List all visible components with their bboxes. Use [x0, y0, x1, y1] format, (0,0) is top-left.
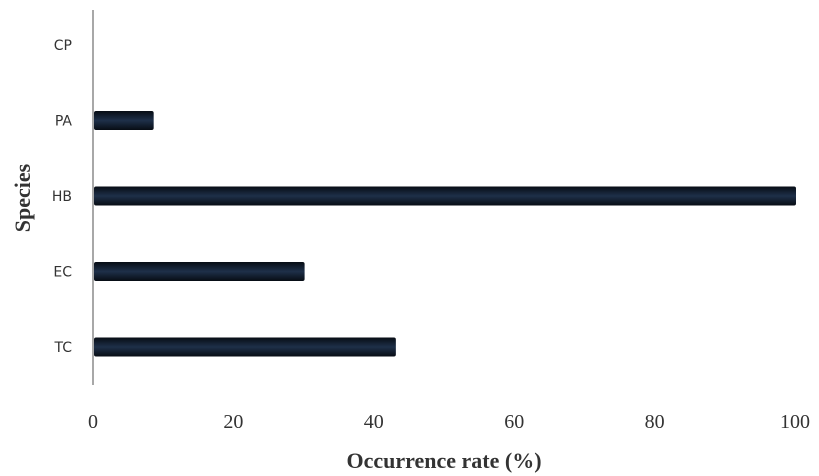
x-tick-labels: 0 20 40 60 80 100: [88, 411, 810, 433]
x-tick-label-60: 60: [504, 411, 524, 433]
bars-layer: [94, 111, 796, 357]
category-label-cp: CP: [54, 38, 72, 54]
category-label-tc: TC: [53, 340, 72, 356]
bar-hb: [94, 186, 796, 206]
category-label-ec: EC: [53, 265, 72, 281]
x-axis-title: Occurrence rate (%): [346, 448, 541, 473]
bar-ec: [94, 262, 305, 281]
bar-pa: [94, 111, 154, 130]
x-tick-label-0: 0: [88, 411, 98, 433]
x-tick-label-20: 20: [223, 411, 243, 433]
bar-tc: [94, 337, 396, 357]
category-label-hb: HB: [52, 189, 72, 205]
y-axis-title: Species: [10, 163, 35, 232]
x-tick-label-100: 100: [780, 411, 810, 433]
x-tick-label-40: 40: [364, 411, 384, 433]
category-label-pa: PA: [55, 114, 73, 130]
x-tick-label-80: 80: [645, 411, 665, 433]
category-labels: CP PA HB EC TC: [52, 38, 73, 356]
